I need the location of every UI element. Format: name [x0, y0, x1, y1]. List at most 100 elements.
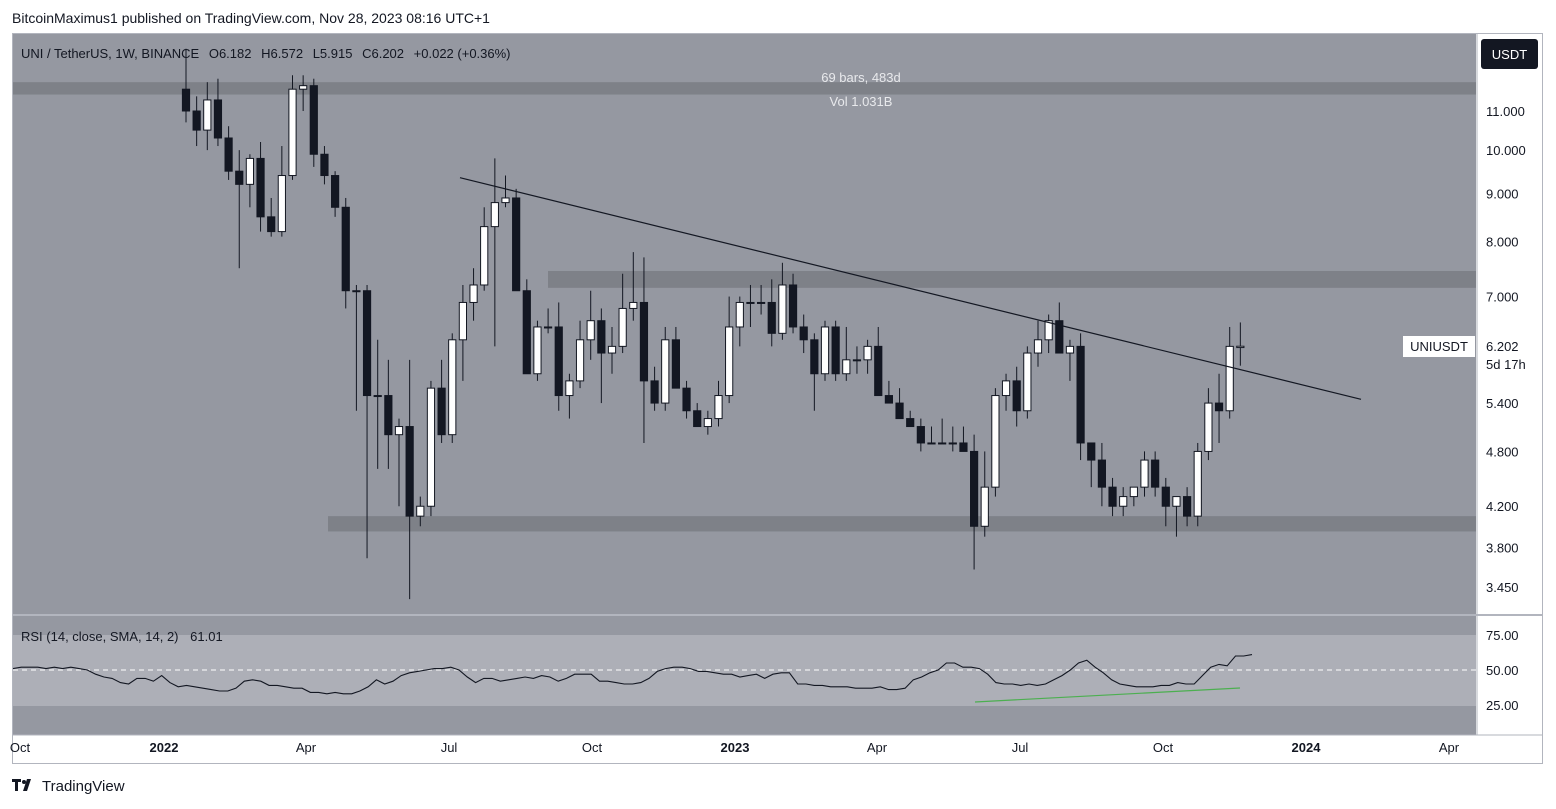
- candle: [1161, 477, 1170, 527]
- candle: [597, 308, 606, 404]
- candle: [192, 96, 201, 147]
- candle-body: [661, 339, 670, 404]
- candle: [181, 48, 191, 123]
- candle-body: [245, 157, 255, 185]
- candle: [820, 320, 830, 381]
- candle-body: [384, 395, 393, 436]
- candle: [852, 346, 862, 374]
- candle-body: [1065, 345, 1075, 354]
- candle: [1119, 487, 1128, 517]
- candle-body: [906, 418, 915, 428]
- candle-body: [820, 326, 830, 375]
- candle: [1204, 388, 1213, 461]
- candle: [1001, 373, 1011, 411]
- candle: [522, 279, 531, 375]
- price-axis-tick: 4.800: [1486, 444, 1519, 459]
- candle-body: [277, 175, 286, 233]
- ohlc-legend: UNI / TetherUS, 1W, BINANCE O6.182 H6.57…: [21, 46, 511, 61]
- candle-body: [586, 320, 595, 341]
- candle-body: [1140, 459, 1149, 488]
- candle-body: [1012, 380, 1021, 412]
- candle: [1012, 366, 1021, 427]
- candle-body: [1183, 496, 1192, 517]
- range-vol-label: Vol 1.031B: [830, 94, 893, 109]
- candle: [725, 296, 734, 404]
- candle-body: [1225, 345, 1234, 412]
- candle: [288, 75, 297, 180]
- candle: [1087, 442, 1096, 488]
- candle-body: [469, 284, 478, 303]
- candle: [778, 262, 787, 340]
- candle: [586, 290, 595, 360]
- tradingview-brand: TradingView: [42, 778, 125, 795]
- price-axis-tick: 4.200: [1486, 499, 1519, 514]
- candle-body: [1193, 450, 1202, 517]
- price-tag: 6.202 5d 17h: [1478, 336, 1538, 374]
- candle-body: [267, 216, 276, 233]
- candle: [203, 82, 212, 151]
- candle-body: [1161, 486, 1170, 507]
- zone-resistance: [13, 82, 1476, 95]
- candle-body: [373, 395, 382, 398]
- rsi-legend: RSI (14, close, SMA, 14, 2) 61.01: [21, 629, 223, 644]
- candle-body: [1097, 459, 1107, 488]
- candle-body: [863, 345, 872, 361]
- price-axis-tick: 10.000: [1486, 143, 1526, 158]
- candle: [1183, 487, 1192, 527]
- legend-close-label: C: [362, 46, 371, 61]
- candle: [884, 380, 893, 404]
- candle-body: [437, 387, 446, 436]
- candle-body: [1055, 320, 1064, 354]
- candle-body: [1151, 459, 1160, 488]
- candle-body: [799, 326, 808, 341]
- candle-body: [1076, 345, 1085, 444]
- rsi-line: [12, 654, 1253, 695]
- legend-high: 6.572: [271, 46, 304, 61]
- candle-body: [565, 380, 574, 397]
- candle-body: [224, 137, 233, 172]
- candle: [416, 496, 425, 527]
- candle: [948, 426, 957, 452]
- candle: [575, 320, 585, 389]
- time-axis-tick: Apr: [296, 740, 317, 755]
- currency-button[interactable]: USDT: [1481, 39, 1538, 69]
- price-axis-tick: 8.000: [1486, 235, 1519, 250]
- candle: [394, 418, 404, 507]
- candle: [661, 326, 670, 411]
- legend-low-label: L: [313, 46, 320, 61]
- candle: [906, 410, 915, 428]
- candle-body: [458, 301, 467, 341]
- candle-body: [650, 380, 659, 404]
- candle-body: [874, 345, 883, 397]
- legend-change: +0.022 (+0.36%): [414, 46, 511, 61]
- candle-body: [1108, 486, 1117, 507]
- candle: [916, 418, 925, 452]
- candle: [277, 146, 286, 237]
- candle: [320, 146, 329, 185]
- candle: [299, 75, 308, 111]
- time-axis-tick: Jul: [1012, 740, 1029, 755]
- candle: [863, 339, 872, 374]
- price-axis-tick: 7.000: [1486, 290, 1519, 305]
- price-axis-tick: 3.800: [1486, 540, 1519, 555]
- candle-body: [544, 326, 553, 329]
- candle: [309, 78, 318, 167]
- candle: [874, 326, 883, 397]
- symbol-tag: UNIUSDT: [1403, 336, 1475, 357]
- candle: [426, 380, 436, 517]
- candle-body: [331, 175, 340, 208]
- candle: [1140, 451, 1149, 497]
- candle-body: [405, 426, 414, 517]
- currency-button-label: USDT: [1492, 47, 1527, 62]
- candle-body: [192, 110, 201, 131]
- range-bars-label: 69 bars, 483d: [821, 70, 901, 85]
- candle: [980, 451, 989, 537]
- candle: [757, 284, 766, 315]
- candle: [629, 252, 638, 321]
- legend-low: 5.915: [320, 46, 353, 61]
- time-axis-tick: Oct: [582, 740, 603, 755]
- candle: [490, 158, 499, 347]
- candle: [458, 284, 467, 381]
- publish-line: BitcoinMaximus1 published on TradingView…: [12, 10, 490, 26]
- tradingview-logo[interactable]: TradingView: [12, 778, 125, 795]
